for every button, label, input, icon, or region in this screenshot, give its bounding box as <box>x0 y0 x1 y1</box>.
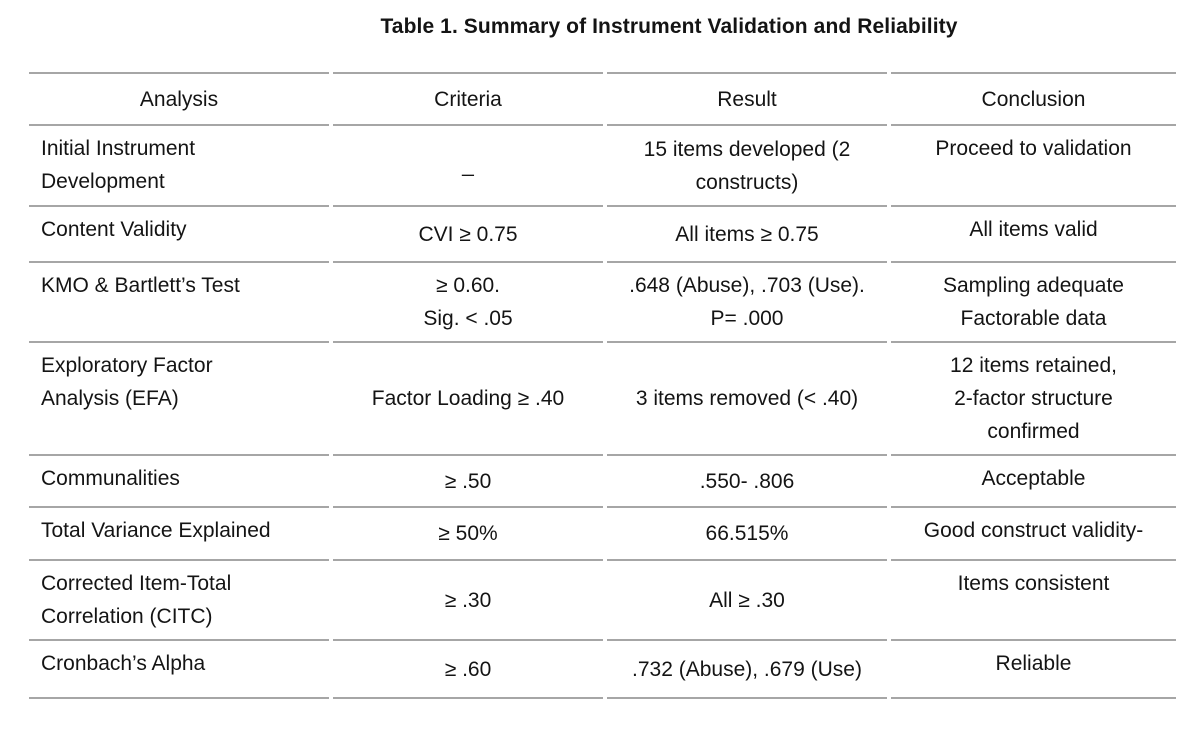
cell-result: All items ≥ 0.75 <box>607 207 887 263</box>
cell-criteria: ≥ 50% <box>333 508 603 561</box>
table-row: Cronbach’s Alpha ≥ .60 .732 (Abuse), .67… <box>29 641 1176 699</box>
cell-result: .550- .806 <box>607 456 887 508</box>
cell-analysis: KMO & Bartlett’s Test <box>29 263 329 343</box>
table-row: Total Variance Explained ≥ 50% 66.515% G… <box>29 508 1176 561</box>
col-header-conclusion: Conclusion <box>891 72 1176 126</box>
table-row: Content Validity CVI ≥ 0.75 All items ≥ … <box>29 207 1176 263</box>
col-header-analysis: Analysis <box>29 72 329 126</box>
cell-result: 15 items developed (2 constructs) <box>607 126 887 207</box>
table-row: Corrected Item-Total Correlation (CITC) … <box>29 561 1176 641</box>
cell-result: .732 (Abuse), .679 (Use) <box>607 641 887 699</box>
table-row: Exploratory Factor Analysis (EFA) Factor… <box>29 343 1176 456</box>
cell-criteria: _ <box>333 126 603 207</box>
cell-conclusion: Acceptable <box>891 456 1176 508</box>
header-row: Analysis Criteria Result Conclusion <box>29 72 1176 126</box>
cell-conclusion: 12 items retained, 2-factor structure co… <box>891 343 1176 456</box>
table-body: Initial Instrument Development _ 15 item… <box>29 126 1176 699</box>
table-row: Initial Instrument Development _ 15 item… <box>29 126 1176 207</box>
cell-conclusion: Sampling adequate Factorable data <box>891 263 1176 343</box>
cell-criteria: ≥ .50 <box>333 456 603 508</box>
cell-criteria: ≥ 0.60. Sig. < .05 <box>333 263 603 343</box>
cell-analysis: Initial Instrument Development <box>29 126 329 207</box>
cell-conclusion: Items consistent <box>891 561 1176 641</box>
cell-analysis: Total Variance Explained <box>29 508 329 561</box>
cell-analysis: Communalities <box>29 456 329 508</box>
cell-conclusion: Good construct validity- <box>891 508 1176 561</box>
table-row: Communalities ≥ .50 .550- .806 Acceptabl… <box>29 456 1176 508</box>
table-caption: Table 1. Summary of Instrument Validatio… <box>380 15 958 38</box>
cell-conclusion: Reliable <box>891 641 1176 699</box>
cell-analysis: Exploratory Factor Analysis (EFA) <box>29 343 329 456</box>
cell-analysis: Corrected Item-Total Correlation (CITC) <box>29 561 329 641</box>
cell-criteria: ≥ .60 <box>333 641 603 699</box>
document-page: Table 1. Summary of Instrument Validatio… <box>0 14 1204 732</box>
col-header-result: Result <box>607 72 887 126</box>
cell-result: 3 items removed (< .40) <box>607 343 887 456</box>
col-header-criteria: Criteria <box>333 72 603 126</box>
table-row: KMO & Bartlett’s Test ≥ 0.60. Sig. < .05… <box>29 263 1176 343</box>
cell-result: All ≥ .30 <box>607 561 887 641</box>
cell-criteria: ≥ .30 <box>333 561 603 641</box>
validation-summary-table: Analysis Criteria Result Conclusion Init… <box>25 72 1180 699</box>
cell-result: 66.515% <box>607 508 887 561</box>
cell-conclusion: Proceed to validation <box>891 126 1176 207</box>
cell-criteria: CVI ≥ 0.75 <box>333 207 603 263</box>
cell-analysis: Content Validity <box>29 207 329 263</box>
cell-conclusion: All items valid <box>891 207 1176 263</box>
cell-analysis: Cronbach’s Alpha <box>29 641 329 699</box>
cell-result: .648 (Abuse), .703 (Use). P= .000 <box>607 263 887 343</box>
cell-criteria: Factor Loading ≥ .40 <box>333 343 603 456</box>
